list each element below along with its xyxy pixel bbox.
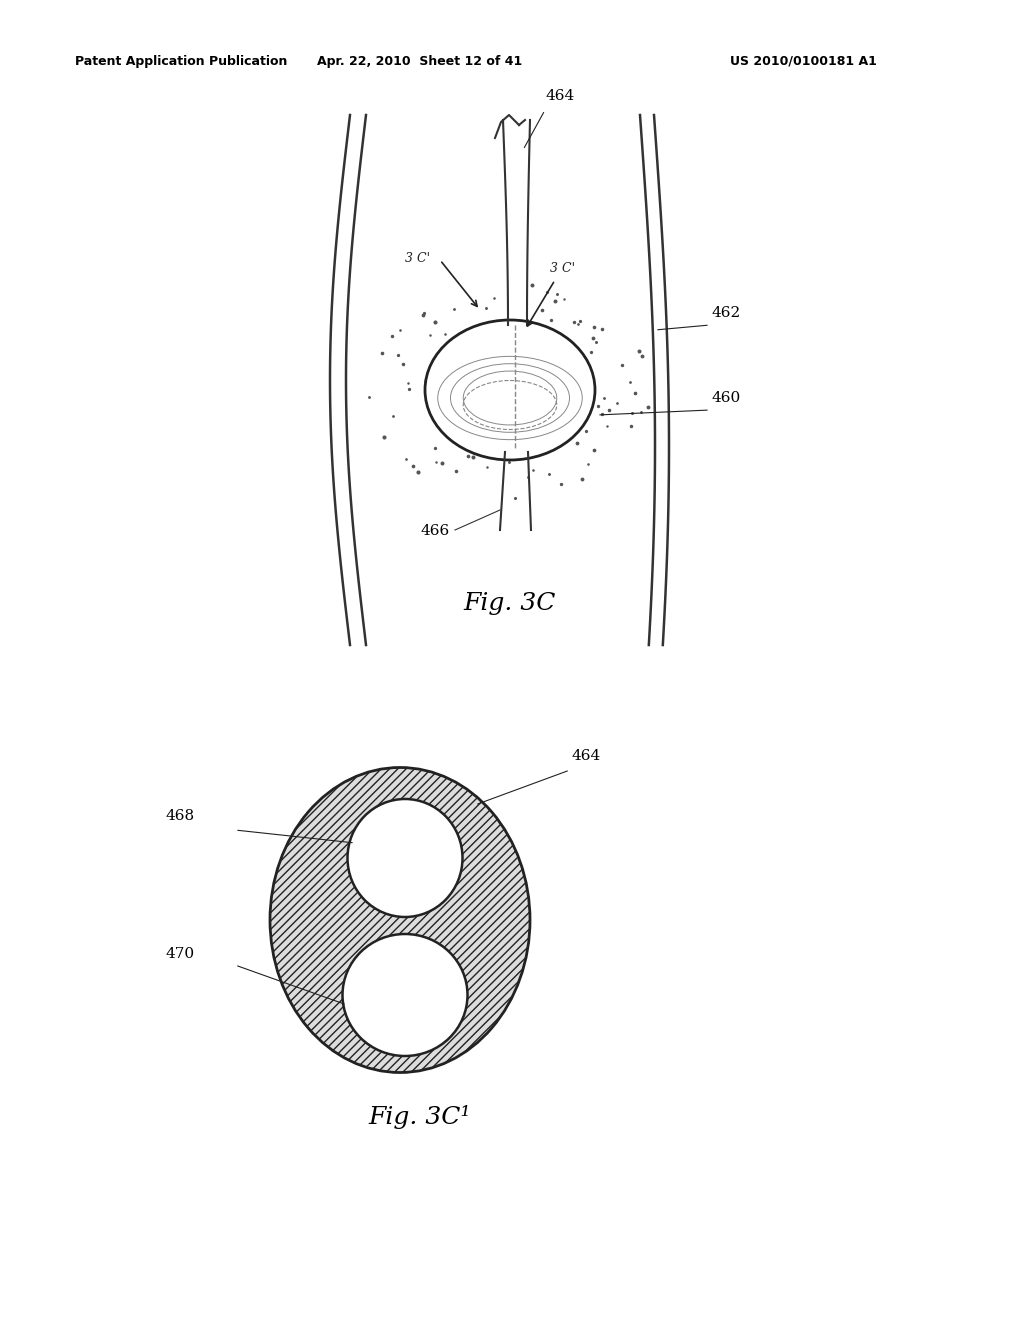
Text: Apr. 22, 2010  Sheet 12 of 41: Apr. 22, 2010 Sheet 12 of 41 [317, 55, 522, 69]
Text: Fig. 3C: Fig. 3C [464, 591, 556, 615]
Text: 464: 464 [545, 88, 574, 103]
Text: 3 C': 3 C' [406, 252, 430, 265]
Text: 462: 462 [712, 306, 741, 319]
Text: Fig. 3C¹: Fig. 3C¹ [369, 1105, 471, 1129]
Text: 468: 468 [165, 809, 195, 822]
Text: Patent Application Publication: Patent Application Publication [75, 55, 288, 69]
Ellipse shape [342, 935, 468, 1056]
Text: 460: 460 [712, 391, 741, 405]
Ellipse shape [347, 799, 463, 917]
Ellipse shape [270, 767, 530, 1072]
Text: 3 C': 3 C' [550, 261, 575, 275]
Text: 470: 470 [165, 946, 195, 961]
Text: US 2010/0100181 A1: US 2010/0100181 A1 [730, 55, 877, 69]
Text: 464: 464 [572, 748, 601, 763]
Ellipse shape [425, 319, 595, 459]
Text: 466: 466 [421, 524, 450, 539]
